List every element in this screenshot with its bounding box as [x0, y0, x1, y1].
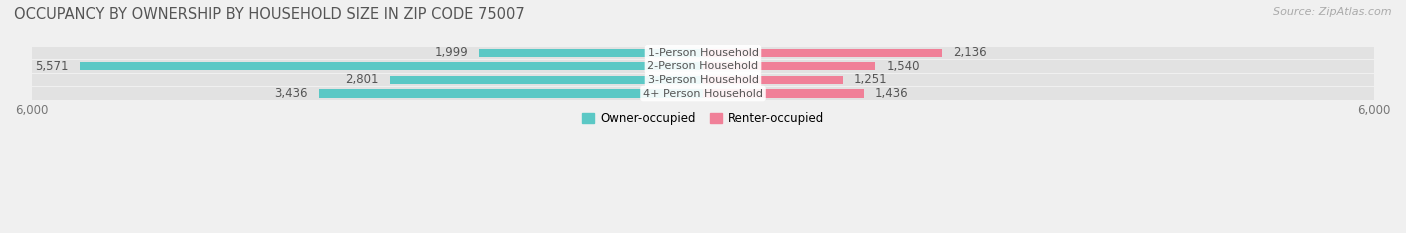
Bar — [319, 89, 703, 98]
Bar — [32, 47, 1374, 59]
Bar — [80, 62, 703, 70]
Text: 2,801: 2,801 — [344, 73, 378, 86]
Text: OCCUPANCY BY OWNERSHIP BY HOUSEHOLD SIZE IN ZIP CODE 75007: OCCUPANCY BY OWNERSHIP BY HOUSEHOLD SIZE… — [14, 7, 524, 22]
Text: 3-Person Household: 3-Person Household — [648, 75, 758, 85]
Text: 2-Person Household: 2-Person Household — [647, 61, 759, 71]
Bar — [703, 62, 876, 70]
Bar — [32, 74, 1374, 86]
Bar — [479, 49, 703, 57]
Text: 1,251: 1,251 — [855, 73, 887, 86]
Text: 2,136: 2,136 — [953, 46, 987, 59]
Bar — [703, 49, 942, 57]
Text: 1,436: 1,436 — [875, 87, 908, 100]
Text: 1-Person Household: 1-Person Household — [648, 48, 758, 58]
Text: Source: ZipAtlas.com: Source: ZipAtlas.com — [1274, 7, 1392, 17]
Bar — [703, 89, 863, 98]
Legend: Owner-occupied, Renter-occupied: Owner-occupied, Renter-occupied — [578, 107, 828, 130]
Bar — [32, 60, 1374, 73]
Bar — [703, 76, 844, 84]
Bar — [389, 76, 703, 84]
Text: 3,436: 3,436 — [274, 87, 308, 100]
Text: 1,540: 1,540 — [887, 60, 920, 73]
Text: 4+ Person Household: 4+ Person Household — [643, 89, 763, 99]
Text: 1,999: 1,999 — [434, 46, 468, 59]
Text: 5,571: 5,571 — [35, 60, 69, 73]
Bar — [32, 87, 1374, 100]
